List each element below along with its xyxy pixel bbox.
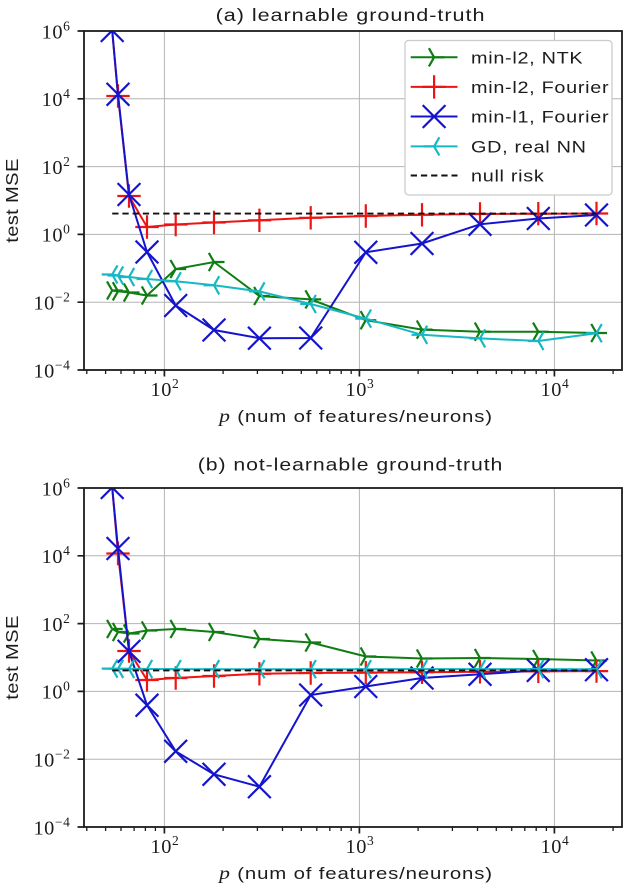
- svg-text:104: 104: [540, 833, 569, 858]
- svg-text:null risk: null risk: [471, 166, 545, 185]
- svg-text:test MSE: test MSE: [3, 615, 23, 699]
- svg-text:min-l2, NTK: min-l2, NTK: [471, 48, 583, 67]
- svg-text:min-l1, Fourier: min-l1, Fourier: [471, 107, 609, 126]
- svg-text:100: 100: [42, 222, 71, 247]
- svg-text:p (num of features/neurons): p (num of features/neurons): [217, 407, 493, 427]
- svg-text:106: 106: [42, 18, 71, 43]
- svg-text:(b) not-learnable ground-truth: (b) not-learnable ground-truth: [198, 455, 504, 475]
- svg-text:GD, real NN: GD, real NN: [471, 137, 587, 156]
- svg-text:min-l2, Fourier: min-l2, Fourier: [471, 77, 609, 96]
- svg-text:(a) learnable ground-truth: (a) learnable ground-truth: [216, 6, 486, 26]
- svg-text:test MSE: test MSE: [3, 158, 23, 242]
- svg-text:p (num of features/neurons): p (num of features/neurons): [217, 864, 493, 884]
